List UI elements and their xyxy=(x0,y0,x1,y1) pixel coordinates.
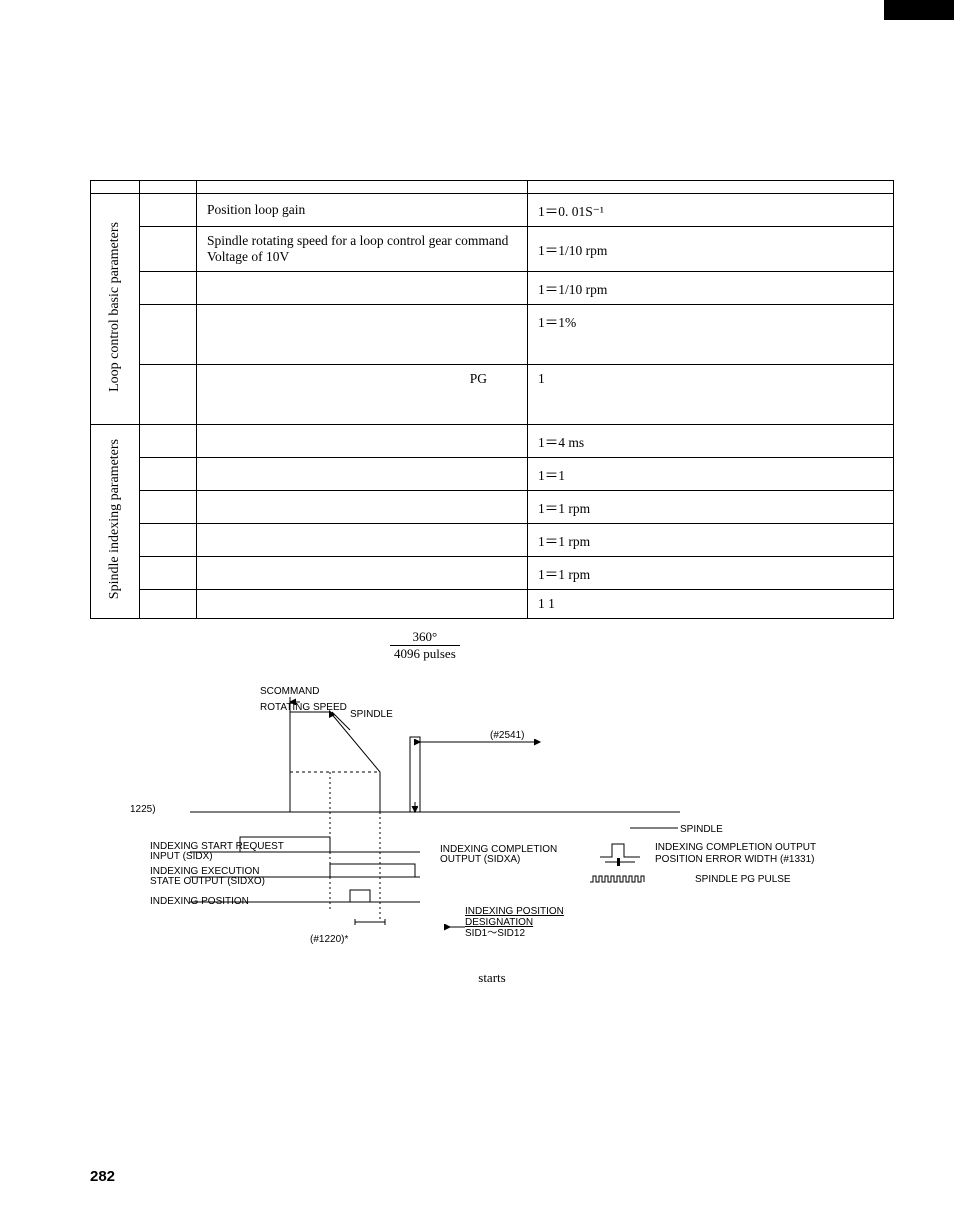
param-unit: 1＝0. 01S⁻¹ xyxy=(538,204,604,219)
param-unit: 1＝1/10 rpm xyxy=(538,282,607,297)
label-idx-desig-bot: SID1～SID12 xyxy=(465,928,525,939)
param-unit: 1＝1 rpm xyxy=(538,567,590,582)
param-unit: 1＝1/10 rpm xyxy=(538,243,607,258)
table-header-row xyxy=(91,181,894,194)
param-desc: Position loop gain xyxy=(207,202,305,217)
fraction-numerator: 360° xyxy=(390,629,460,646)
label-pos-err: POSITION ERROR WIDTH (#1331) xyxy=(655,854,814,865)
header-black-bar xyxy=(884,0,954,20)
table-row: 1＝1 rpm xyxy=(91,491,894,524)
parameter-table: Loop control basic parameters Position l… xyxy=(90,180,894,619)
label-idx-desig-top: INDEXING POSITION xyxy=(465,906,564,917)
fraction-note: 360° 4096 pulses xyxy=(390,629,894,662)
label-pg-pulse: SPINDLE PG PULSE xyxy=(695,874,791,885)
group-label: Loop control basic parameters xyxy=(107,216,123,398)
param-unit: 1＝1% xyxy=(538,315,576,330)
label-idx-comp-out: INDEXING COMPLETION OUTPUT xyxy=(655,842,816,853)
param-unit: 1 1 xyxy=(538,596,555,611)
label-1225: 1225) xyxy=(130,804,156,815)
label-idx-exec: INDEXING EXECUTIONSTATE OUTPUT (SIDXO) xyxy=(150,866,265,887)
label-rotspeed: ROTATING SPEED xyxy=(260,702,347,713)
group-label: Spindle indexing parameters xyxy=(107,433,123,605)
label-idx-comp: INDEXING COMPLETIONOUTPUT (SIDXA) xyxy=(440,844,557,865)
param-unit: 1＝1 rpm xyxy=(538,534,590,549)
label-idx-start: INDEXING START REQUESTINPUT (SIDX) xyxy=(150,841,284,862)
label-1220: (#1220)* xyxy=(310,934,348,945)
fraction-denominator: 4096 pulses xyxy=(390,646,460,662)
param-unit: 1＝4 ms xyxy=(538,435,584,450)
label-spindle: SPINDLE xyxy=(350,709,393,720)
table-row: 1＝1 rpm xyxy=(91,557,894,590)
param-desc: Spindle rotating speed for a loop contro… xyxy=(207,233,508,264)
table-row: 1＝1% xyxy=(91,305,894,365)
label-spindle2: SPINDLE xyxy=(680,824,723,835)
table-row: Spindle rotating speed for a loop contro… xyxy=(91,227,894,272)
table-row: 1＝1 xyxy=(91,458,894,491)
label-2541: (#2541) xyxy=(490,730,524,741)
table-row: Loop control basic parameters Position l… xyxy=(91,194,894,227)
page-number: 282 xyxy=(90,1168,115,1185)
table-row: PG 1 xyxy=(91,365,894,425)
diagram-caption: starts xyxy=(90,970,894,986)
table-row: Spindle indexing parameters 1＝4 ms xyxy=(91,425,894,458)
param-unit: 1＝1 xyxy=(538,468,565,483)
label-idx-pos: INDEXING POSITION xyxy=(150,896,249,907)
param-unit: 1 xyxy=(538,371,545,386)
table-row: 1＝1 rpm xyxy=(91,524,894,557)
param-desc: PG xyxy=(470,371,487,386)
timing-diagram: SCOMMAND ROTATING SPEED SPINDLE (#2541) … xyxy=(120,682,880,962)
table-row: 1＝1/10 rpm xyxy=(91,272,894,305)
label-idx-desig-mid: DESIGNATION xyxy=(465,917,533,928)
label-scommand: SCOMMAND xyxy=(260,686,319,697)
param-unit: 1＝1 rpm xyxy=(538,501,590,516)
table-row: 1 1 xyxy=(91,590,894,619)
